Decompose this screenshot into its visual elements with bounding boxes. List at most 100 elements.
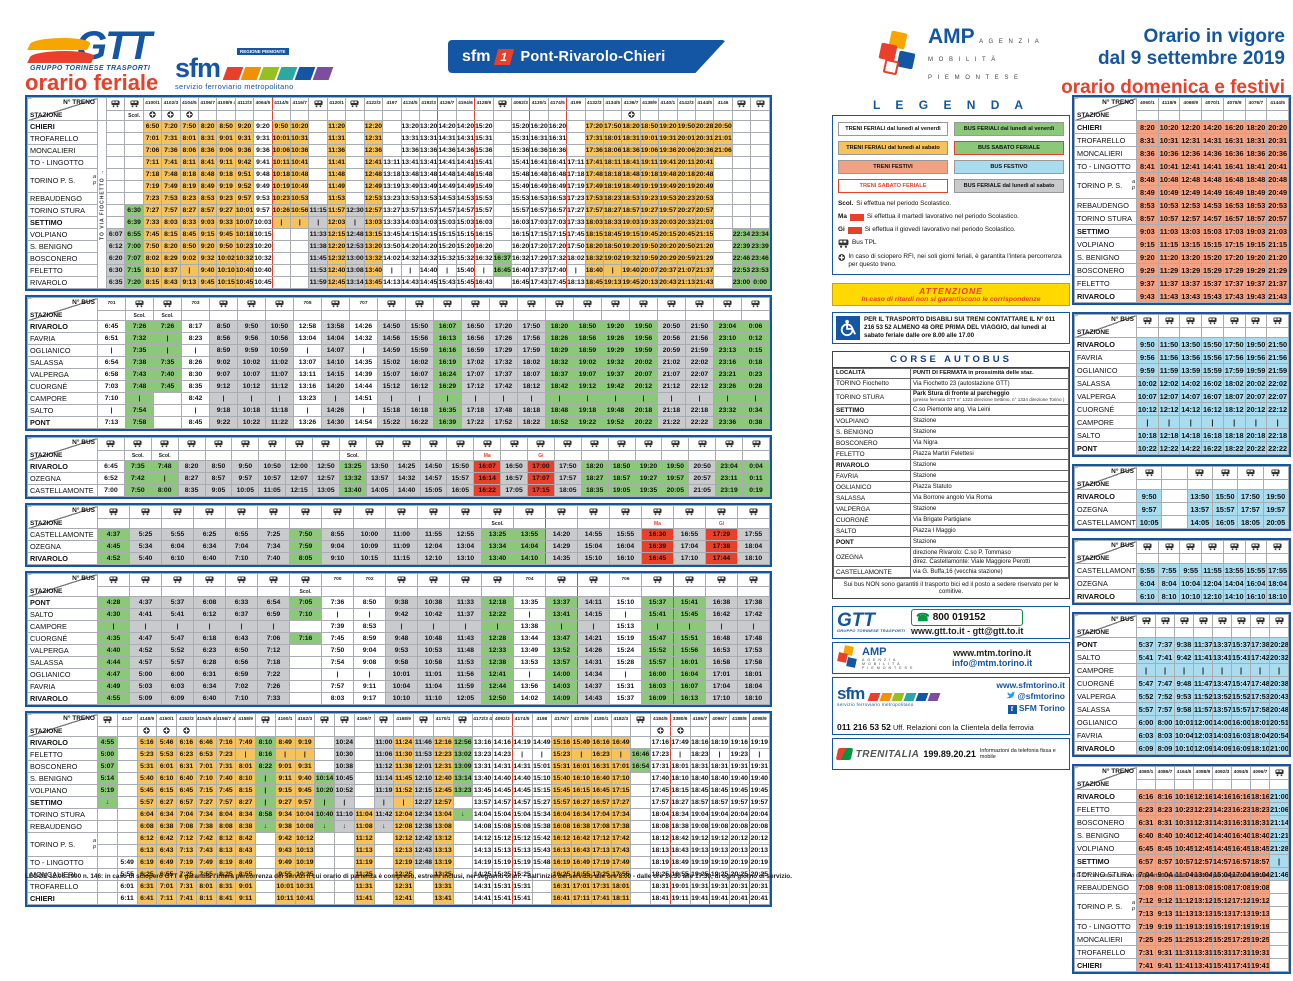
- gtt-website[interactable]: www.gtt.to.it - gtt@gtt.to.it: [910, 625, 1024, 636]
- time-cell: 14:00: [545, 668, 578, 681]
- time-cell: 16:01: [673, 656, 706, 669]
- legend: TRENI FERIALI dal lunedì al venerdì BUS F…: [832, 115, 1070, 275]
- time-cell: 16:31: [1222, 133, 1246, 147]
- time-cell: 7:03: [97, 380, 126, 393]
- time-cell: |: [489, 392, 518, 405]
- column-subheader: [547, 110, 568, 121]
- time-cell: 19:43: [1244, 289, 1268, 303]
- time-cell: 13:25: [432, 868, 454, 881]
- time-cell: 17:48: [737, 632, 770, 645]
- time-cell: 6:15: [156, 784, 177, 797]
- sfm-facebook[interactable]: SFM Torino: [1018, 702, 1065, 713]
- bus-icon: [429, 508, 438, 516]
- time-cell: 8:35: [181, 380, 210, 393]
- time-cell: 19:31: [729, 760, 750, 773]
- column-subheader: [417, 586, 450, 597]
- time-cell: 9:19: [1155, 919, 1175, 933]
- time-cell: 9:55: [274, 868, 296, 881]
- time-cell: 17:52: [489, 416, 518, 429]
- time-cell: [124, 156, 144, 169]
- time-cell: 20:01: [676, 132, 697, 145]
- column-subheader: [573, 310, 602, 321]
- bus-icon: [135, 300, 144, 308]
- time-cell: 18:20: [621, 120, 641, 133]
- time-cell: |: [153, 344, 182, 357]
- time-cell: 15:55: [1244, 563, 1268, 577]
- station-cell: PONT: [1074, 441, 1137, 455]
- sfm-twitter[interactable]: @sfmtorino: [1017, 691, 1065, 702]
- time-cell: 7:36: [161, 144, 181, 157]
- regione-piemonte-label: REGIONE PIEMONTE: [237, 48, 289, 55]
- bus-icon-header: [231, 437, 260, 451]
- time-cell: 16:10: [1244, 589, 1268, 603]
- time-cell: 19:22: [573, 416, 602, 429]
- amp-email[interactable]: info@mtm.torino.it: [952, 657, 1033, 668]
- time-cell: 6:10: [156, 772, 177, 785]
- time-cell: 17:20: [489, 320, 518, 333]
- column-subheader: Gi: [527, 450, 555, 461]
- bus-icon-header: [123, 437, 152, 451]
- time-cell: 7:55: [195, 868, 217, 881]
- time-cell: 19:11: [669, 892, 691, 905]
- time-cell: 14:51: [349, 392, 378, 405]
- station-cell: FELETTO: [27, 264, 98, 277]
- time-cell: 8:41: [198, 156, 218, 169]
- time-cell: 9:48: [253, 168, 273, 181]
- time-cell: [1161, 502, 1188, 516]
- time-cell: 9:19: [216, 180, 236, 193]
- time-cell: 19:12: [709, 832, 730, 845]
- time-cell: 11:15: [385, 552, 418, 565]
- time-cell: [713, 180, 733, 193]
- column-subheader: [1136, 627, 1156, 638]
- time-cell: 8:15: [161, 228, 181, 241]
- train-number-header: 4172/3 4090/1: [472, 713, 493, 727]
- bus-icon-header: [742, 437, 770, 451]
- time-cell: 16:49: [529, 180, 549, 193]
- time-cell: [124, 120, 144, 133]
- time-cell: 8:18: [179, 168, 200, 181]
- bus-icon-header: [289, 505, 322, 519]
- bus-stop-point: Via Nigra: [910, 437, 1069, 450]
- time-cell: 16:16: [433, 344, 462, 357]
- time-cell: 21:29: [694, 252, 715, 265]
- amp-website[interactable]: www.mtm.torino.it: [953, 647, 1032, 658]
- column-subheader: [129, 518, 162, 529]
- bus-icon-header: [705, 573, 738, 587]
- column-subheader: [1157, 327, 1181, 338]
- column-subheader: [308, 110, 328, 121]
- time-cell: 9:13: [179, 276, 200, 289]
- time-cell: |: [1174, 663, 1194, 677]
- time-cell: 10:42: [417, 608, 450, 621]
- time-cell: 21:00: [1269, 741, 1289, 755]
- time-cell: 7:45: [321, 632, 354, 645]
- time-cell: 18:40: [1250, 828, 1270, 842]
- bus-stops-note: Sui bus NON sono garantiti il trasporto …: [833, 578, 1069, 598]
- time-cell: 13:41: [400, 156, 420, 169]
- time-cell: 18:31: [1250, 815, 1270, 829]
- train-number-header: 4142/3: [676, 97, 697, 111]
- time-cell: 10:04: [294, 808, 316, 821]
- time-cell: 15:57: [1211, 502, 1239, 516]
- column-subheader: Gi: [705, 518, 738, 529]
- time-cell: 18:15: [584, 228, 604, 241]
- time-cell: 13:32: [363, 252, 384, 265]
- bus-stop-point: Piazza I Maggio: [910, 525, 1069, 538]
- time-cell: 7:54: [321, 656, 354, 669]
- column-subheader: [1250, 627, 1270, 638]
- time-cell: 14:20: [455, 120, 476, 133]
- sfm-website[interactable]: www.sfmtorino.it: [996, 679, 1065, 690]
- column-subheader: [455, 110, 476, 121]
- station-cell: CAMPORE: [1074, 663, 1137, 677]
- time-cell: 15:10: [609, 596, 642, 609]
- column-subheader: [742, 450, 770, 461]
- time-cell: [308, 192, 328, 205]
- train-number-header: 4114/5: [271, 97, 292, 111]
- column-subheader: [274, 726, 296, 737]
- column-subheader: [1136, 553, 1159, 564]
- column-subheader: [1237, 479, 1264, 490]
- bus-icon: [1208, 317, 1217, 325]
- time-cell: 17:20: [584, 120, 604, 133]
- time-cell: |: [417, 620, 450, 633]
- bus-stop-row: FELETTO Piazza Martiri Felettesi: [833, 448, 1069, 461]
- time-cell: 21:15: [694, 228, 715, 241]
